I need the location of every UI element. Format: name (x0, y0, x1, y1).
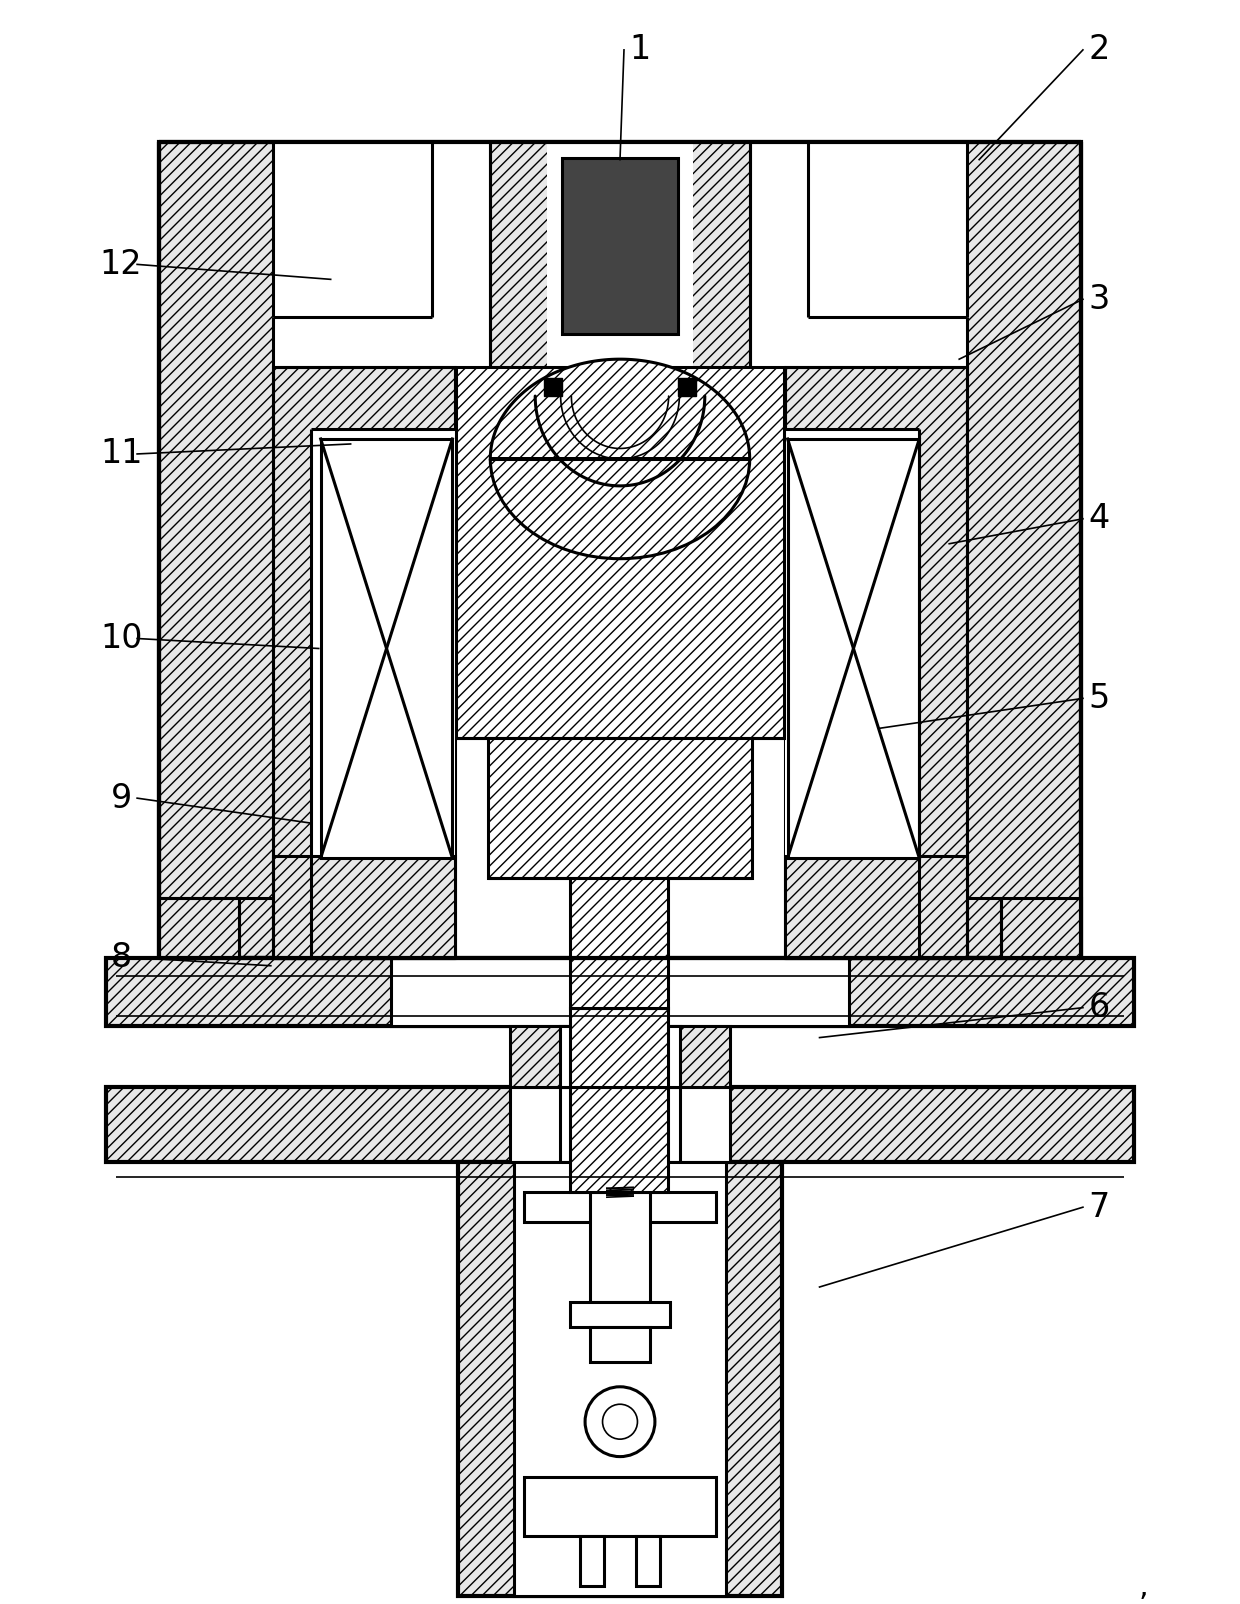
Polygon shape (459, 1163, 781, 1596)
Bar (544, 379, 562, 396)
Bar (807, 141, 967, 318)
Bar (547, 141, 693, 369)
Text: 8: 8 (110, 942, 131, 974)
Polygon shape (510, 1025, 730, 1088)
Bar (433, 141, 807, 318)
Text: 6: 6 (1089, 991, 1110, 1025)
Bar (510, 1088, 730, 1163)
Polygon shape (273, 367, 455, 958)
Bar (590, 1327, 650, 1362)
Text: 4: 4 (1089, 502, 1110, 536)
Bar (636, 1537, 660, 1586)
Bar (580, 1537, 604, 1586)
Polygon shape (570, 1007, 668, 1088)
Bar (525, 1477, 715, 1537)
Bar (560, 1025, 680, 1088)
Bar (562, 157, 678, 334)
Bar (273, 318, 967, 958)
Polygon shape (570, 877, 668, 1007)
Polygon shape (785, 857, 967, 958)
Bar (590, 1192, 650, 1302)
Bar (321, 439, 453, 858)
Polygon shape (490, 141, 750, 369)
Bar (570, 1302, 670, 1327)
Polygon shape (273, 857, 455, 958)
Bar (515, 1163, 725, 1596)
Polygon shape (456, 367, 784, 738)
Polygon shape (489, 738, 751, 877)
Bar (391, 958, 849, 1025)
Polygon shape (107, 1088, 1133, 1163)
Polygon shape (159, 898, 239, 958)
Text: 9: 9 (110, 781, 131, 815)
Polygon shape (570, 1088, 668, 1192)
Text: 10: 10 (100, 622, 143, 654)
Text: ,: , (1138, 1572, 1148, 1601)
Bar (525, 1192, 715, 1222)
Polygon shape (107, 958, 1133, 1025)
Text: 7: 7 (1089, 1190, 1110, 1224)
Circle shape (603, 1404, 637, 1439)
Text: 3: 3 (1089, 282, 1110, 316)
Text: 2: 2 (1089, 34, 1110, 66)
Circle shape (585, 1387, 655, 1456)
Bar (785, 428, 919, 958)
Polygon shape (1001, 898, 1081, 958)
Polygon shape (785, 367, 967, 958)
Polygon shape (490, 359, 750, 459)
Bar (787, 439, 919, 858)
Text: 12: 12 (100, 249, 143, 281)
Text: 1: 1 (630, 34, 651, 66)
Bar (273, 141, 433, 318)
Polygon shape (159, 141, 1081, 958)
Bar (311, 428, 455, 958)
Text: 5: 5 (1089, 682, 1110, 715)
Text: 11: 11 (100, 438, 143, 470)
Bar (678, 379, 696, 396)
